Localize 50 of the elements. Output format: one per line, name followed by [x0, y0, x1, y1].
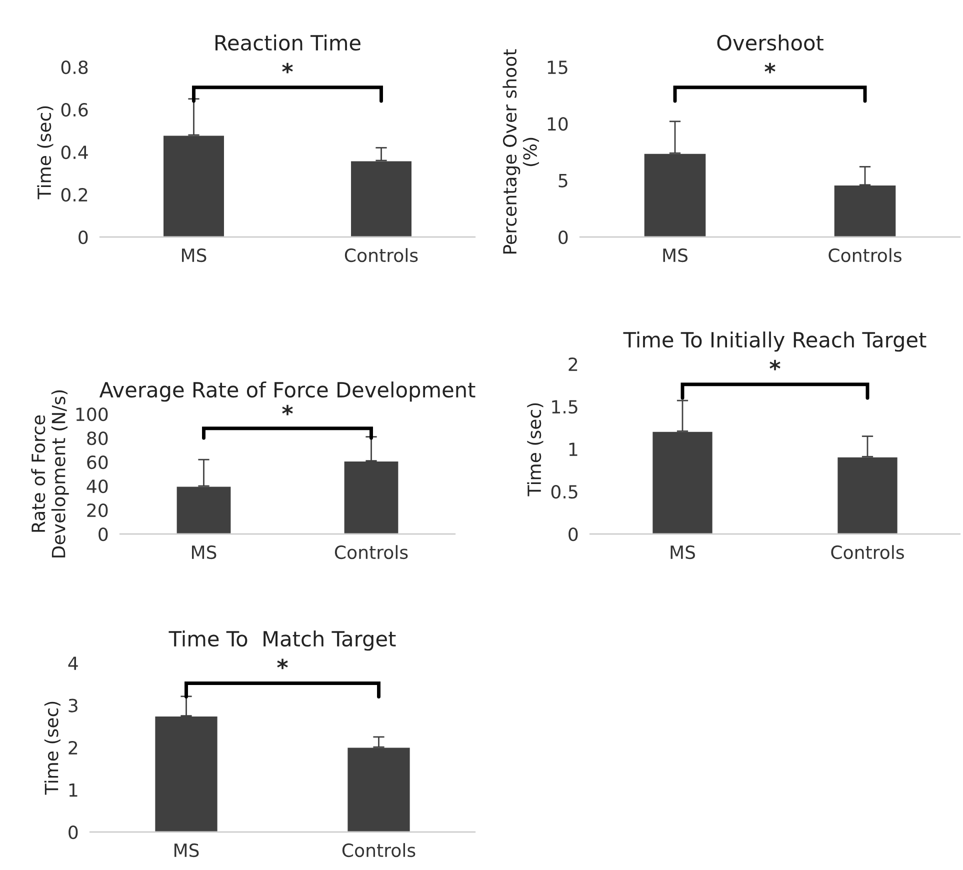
y-tick-label: 4 [68, 656, 78, 670]
y-axis-title: Time (sec) [37, 106, 54, 200]
y-tick-label: 2 [568, 357, 578, 371]
y-tick-label: 0 [558, 230, 568, 244]
x-tick-label: Controls [828, 248, 902, 262]
x-tick-label: Controls [831, 545, 904, 560]
chart-title: Overshoot [717, 34, 824, 51]
y-tick-label: 10 [548, 117, 568, 131]
y-tick-label: 0 [68, 825, 78, 840]
x-tick-label: MS [174, 843, 199, 858]
y-tick-label: 5 [558, 174, 568, 188]
y-tick-label: 0.8 [61, 60, 88, 74]
annotation: * [277, 658, 288, 670]
x-tick-label: Controls [344, 248, 418, 262]
y-tick-label: 0.5 [551, 484, 578, 499]
y-tick-label: 15 [548, 60, 568, 74]
y-tick-label: 3 [68, 698, 78, 712]
chart-title: Time To Match Target [168, 630, 396, 651]
annotation: * [770, 360, 780, 370]
y-tick-label: 60 [87, 455, 108, 470]
x-tick-label: Controls [342, 843, 416, 858]
y-tick-label: 80 [87, 431, 108, 446]
annotation: * [764, 62, 776, 74]
y-tick-label: 0 [98, 527, 108, 542]
x-tick-label: MS [670, 545, 696, 560]
chart-title: Average Rate of Force Development [99, 382, 476, 402]
y-tick-label: 0 [568, 527, 578, 542]
y-tick-label: 0.2 [61, 188, 88, 202]
y-tick-label: 1.5 [552, 400, 578, 414]
y-tick-label: 0.4 [61, 145, 88, 160]
y-tick-label: 100 [76, 407, 108, 422]
y-tick-label: 0 [78, 230, 88, 244]
x-tick-label: Controls [334, 545, 408, 560]
y-tick-label: 1 [569, 442, 578, 456]
y-tick-label: 2 [68, 740, 78, 754]
y-axis-title: Time (sec) [44, 702, 60, 795]
annotation: * [282, 62, 293, 74]
y-tick-label: 20 [87, 503, 108, 518]
x-tick-label: MS [663, 248, 688, 262]
chart-title: Time To Initially Reach Target [623, 332, 926, 352]
y-axis-title: Rate of Force Development (N/s) [31, 390, 69, 558]
y-tick-label: 40 [86, 479, 108, 494]
x-tick-label: MS [192, 545, 216, 560]
annotation: * [282, 404, 293, 416]
y-axis-title: Percentage Over shoot (%) [502, 49, 539, 254]
y-tick-label: 1 [69, 783, 78, 797]
y-tick-label: 0.6 [61, 102, 88, 117]
x-tick-label: MS [182, 248, 206, 262]
y-axis-title: Time (sec) [527, 403, 544, 496]
chart-title: Reaction Time [216, 34, 360, 51]
